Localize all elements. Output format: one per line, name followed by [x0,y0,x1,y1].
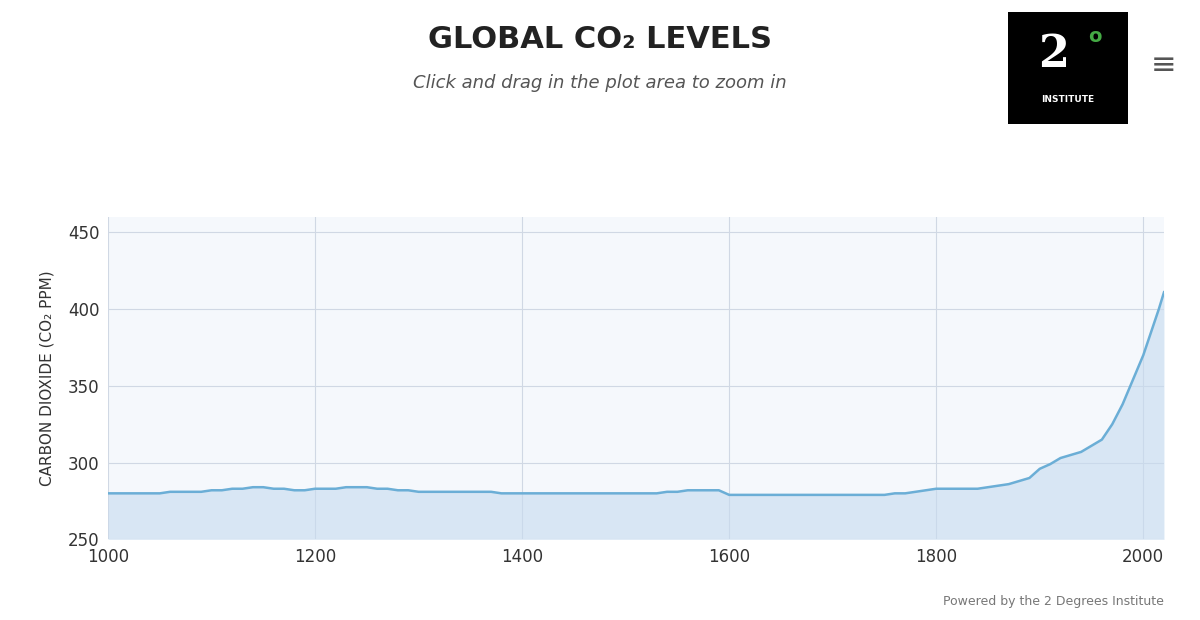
Text: 2: 2 [1038,33,1069,76]
Y-axis label: CARBON DIOXIDE (CO₂ PPM): CARBON DIOXIDE (CO₂ PPM) [40,270,54,486]
Text: ≡: ≡ [1151,51,1177,79]
Text: Powered by the 2 Degrees Institute: Powered by the 2 Degrees Institute [943,595,1164,608]
Text: GLOBAL CO₂ LEVELS: GLOBAL CO₂ LEVELS [428,25,772,54]
Text: o: o [1087,27,1102,46]
Text: Click and drag in the plot area to zoom in: Click and drag in the plot area to zoom … [413,74,787,92]
Text: INSTITUTE: INSTITUTE [1042,95,1094,104]
